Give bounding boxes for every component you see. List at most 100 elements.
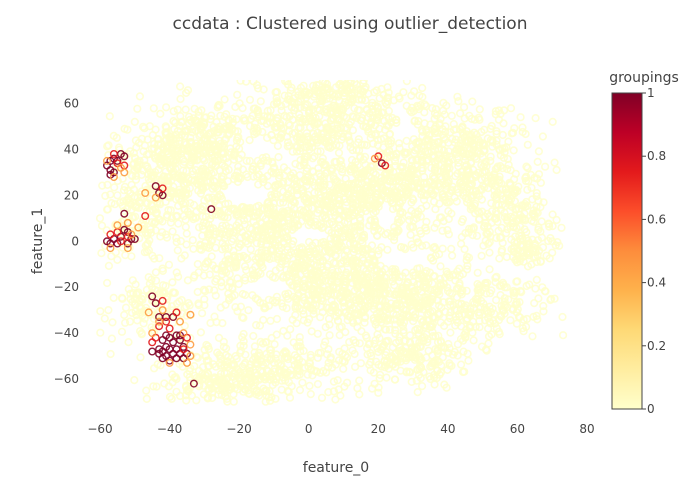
scatter-point-base <box>235 253 244 262</box>
scatter-point-base <box>420 172 429 182</box>
scatter-point-base <box>238 313 247 322</box>
scatter-point-base <box>352 80 361 89</box>
scatter-point-base <box>308 154 317 163</box>
scatter-point-base <box>336 156 345 165</box>
scatter-point-base <box>390 375 400 384</box>
scatter-point-base <box>308 304 317 313</box>
scatter-point-base <box>229 150 239 159</box>
scatter-point-base <box>446 297 455 306</box>
scatter-point-base <box>155 157 164 166</box>
scatter-point-base <box>523 262 533 271</box>
scatter-point-base <box>190 271 199 280</box>
scatter-point-base <box>277 106 286 115</box>
scatter-point-base <box>406 368 415 377</box>
scatter-point-base <box>300 283 309 293</box>
scatter-point-base <box>140 156 149 165</box>
scatter-point-base <box>367 241 377 250</box>
scatter-point-base <box>167 302 176 311</box>
scatter-point-base <box>355 106 364 115</box>
scatter-point-base <box>178 144 187 153</box>
scatter-point-base <box>379 278 389 288</box>
scatter-point-base <box>310 152 319 161</box>
scatter-point-base <box>239 341 248 351</box>
y-tick-label: 0 <box>71 234 79 248</box>
colorbar: groupings 00.20.40.60.81 <box>609 70 679 416</box>
scatter-point-base <box>130 295 139 304</box>
scatter-point-base <box>341 328 350 337</box>
scatter-point-outlier <box>189 379 198 388</box>
scatter-point-base <box>270 340 279 349</box>
scatter-point-base <box>485 317 494 326</box>
scatter-point-base <box>219 342 228 352</box>
scatter-point-base <box>355 376 364 385</box>
scatter-point-base <box>430 223 439 232</box>
scatter-point-base <box>220 213 229 222</box>
scatter-point-base <box>534 170 544 179</box>
scatter-point-base <box>533 315 542 324</box>
scatter-point-outlier <box>151 299 160 308</box>
scatter-point-base <box>405 216 414 225</box>
scatter-point-base <box>332 157 341 166</box>
scatter-point-base <box>252 321 261 330</box>
scatter-point-base <box>316 147 325 156</box>
scatter-point-base <box>429 181 439 190</box>
scatter-point-base <box>176 391 185 401</box>
x-tick-label: −40 <box>157 422 182 436</box>
scatter-point-base <box>463 349 472 358</box>
scatter-point-base <box>548 210 557 219</box>
scatter-point-base <box>300 266 309 275</box>
scatter-point-base <box>512 277 521 286</box>
scatter-point-base <box>142 285 151 295</box>
scatter-point-base <box>209 122 218 131</box>
scatter-point-base <box>264 301 274 310</box>
scatter-point-base <box>410 116 420 125</box>
scatter-point-base <box>380 273 389 282</box>
scatter-point-base <box>332 244 342 253</box>
scatter-point-base <box>504 295 513 304</box>
scatter-point-base <box>531 113 540 123</box>
scatter-point-base <box>303 370 312 379</box>
scatter-point-outlier <box>186 310 195 319</box>
scatter-point-base <box>371 131 380 140</box>
scatter-point-base <box>459 191 468 200</box>
scatter-point-base <box>408 194 417 203</box>
scatter-point-base <box>475 105 484 114</box>
scatter-point-base <box>334 215 343 224</box>
scatter-point-base <box>271 181 280 190</box>
scatter-point-base <box>203 342 213 351</box>
scatter-point-base <box>363 270 372 279</box>
scatter-point-base <box>208 140 218 149</box>
scatter-point-base <box>508 252 518 261</box>
scatter-point-base <box>309 309 318 319</box>
scatter-point-base <box>427 361 436 370</box>
scatter-point-base <box>294 342 303 351</box>
scatter-point-base <box>234 162 243 171</box>
scatter-point-base <box>497 233 506 242</box>
scatter-point-base <box>382 373 391 382</box>
scatter-point-base <box>298 257 307 267</box>
scatter-point-base <box>362 141 371 150</box>
scatter-point-base <box>282 265 291 275</box>
scatter-point-base <box>433 296 443 305</box>
scatter-point-base <box>376 370 385 380</box>
scatter-point-base <box>242 266 251 275</box>
scatter-point-base <box>105 112 114 121</box>
scatter-point-base <box>415 356 425 365</box>
scatter-point-outlier <box>106 239 115 248</box>
scatter-point-base <box>131 175 141 184</box>
scatter-point-base <box>228 285 237 294</box>
scatter-point-base <box>257 261 266 270</box>
scatter-point-base <box>334 356 344 365</box>
scatter-point-base <box>546 294 556 304</box>
scatter-point-base <box>161 122 170 131</box>
scatter-point-base <box>365 339 374 349</box>
scatter-point-base <box>236 80 245 85</box>
scatter-point-base <box>292 147 302 156</box>
scatter-point-outlier <box>158 354 167 363</box>
colorbar-tick-label: 0.8 <box>647 149 666 163</box>
scatter-point-base <box>515 298 524 307</box>
scatter-point-base <box>315 253 324 262</box>
scatter-point-base <box>104 306 113 315</box>
scatter-point-base <box>262 153 271 162</box>
scatter-point-outlier <box>109 172 118 181</box>
